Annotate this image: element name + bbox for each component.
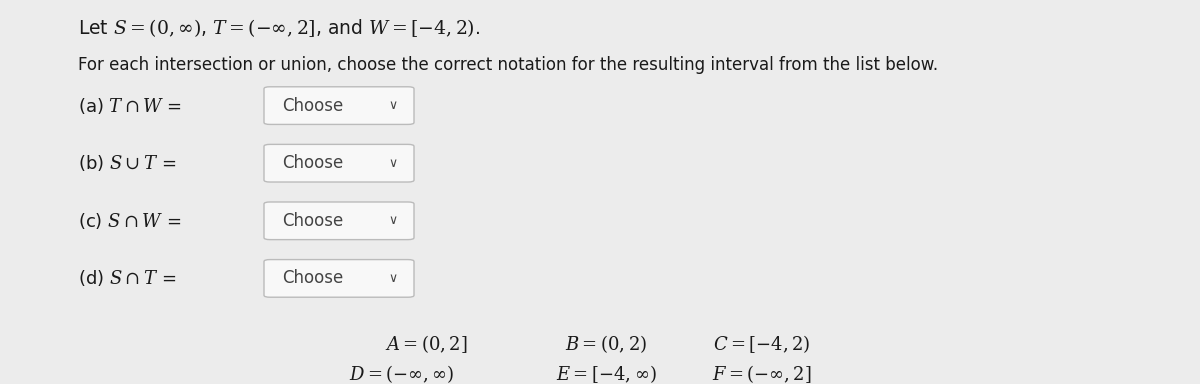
Text: (a) $T \cap W$ =: (a) $T \cap W$ = — [78, 96, 182, 116]
Text: ∨: ∨ — [389, 157, 398, 170]
Text: $B = (0, 2)$: $B = (0, 2)$ — [565, 333, 647, 354]
Text: ∨: ∨ — [389, 272, 398, 285]
Text: (d) $S \cap T$ =: (d) $S \cap T$ = — [78, 268, 176, 288]
Text: $D = (-\infty, \infty)$: $D = (-\infty, \infty)$ — [349, 364, 455, 384]
Text: ∨: ∨ — [389, 99, 398, 112]
Text: $C = [-4, 2)$: $C = [-4, 2)$ — [713, 333, 811, 355]
Text: $F = (-\infty, 2]$: $F = (-\infty, 2]$ — [712, 363, 812, 384]
Text: (c) $S \cap W$ =: (c) $S \cap W$ = — [78, 211, 181, 231]
Text: Choose: Choose — [282, 212, 343, 230]
Text: (b) $S \cup T$ =: (b) $S \cup T$ = — [78, 153, 176, 173]
Text: Choose: Choose — [282, 97, 343, 114]
Text: $A = (0, 2]$: $A = (0, 2]$ — [385, 333, 467, 355]
Text: Choose: Choose — [282, 154, 343, 172]
Text: ∨: ∨ — [389, 214, 398, 227]
Text: Choose: Choose — [282, 270, 343, 287]
Text: For each intersection or union, choose the correct notation for the resulting in: For each intersection or union, choose t… — [78, 56, 938, 74]
Text: Let $S = (0, \infty)$, $T = (-\infty, 2]$, and $W = [-4, 2)$.: Let $S = (0, \infty)$, $T = (-\infty, 2]… — [78, 17, 480, 39]
Text: $E = [-4, \infty)$: $E = [-4, \infty)$ — [556, 363, 656, 384]
